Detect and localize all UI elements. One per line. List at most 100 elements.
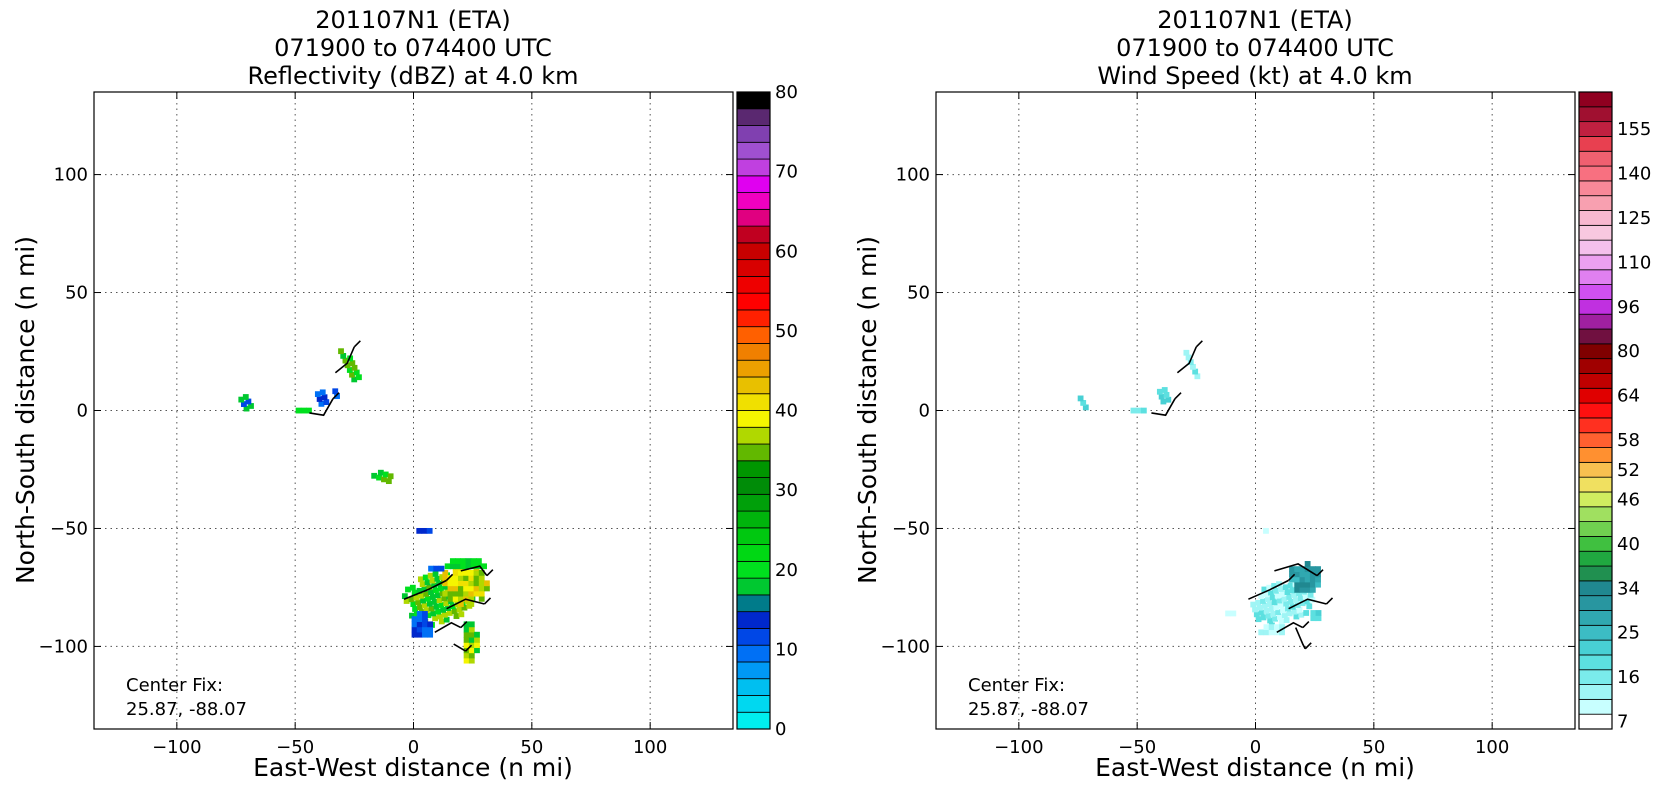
colorbar-tick-label: 0 xyxy=(775,719,786,740)
wind-barb-flag xyxy=(332,392,340,400)
echo-cell xyxy=(1260,614,1267,621)
reflectivity-title-line-2: 071900 to 074400 UTC xyxy=(274,34,552,62)
colorbar-swatch xyxy=(1578,476,1613,493)
echo-cell xyxy=(465,563,472,570)
echo-cell xyxy=(1284,589,1291,596)
echo-cell xyxy=(425,595,431,602)
reflectivity-y-axis-label: North-South distance (n mi) xyxy=(11,236,40,584)
echo-cell xyxy=(1289,571,1295,578)
echo-cell xyxy=(376,474,382,481)
colorbar-tick-label: 70 xyxy=(775,162,798,183)
colorbar-swatch xyxy=(1578,387,1613,404)
echo-cell xyxy=(478,595,485,602)
echo-cell xyxy=(1261,586,1268,593)
echo-cell xyxy=(446,610,453,616)
wind-wind-barbs xyxy=(1151,340,1334,650)
echo-cell xyxy=(1271,599,1278,606)
echo-cell xyxy=(463,621,470,628)
wind-barb xyxy=(1151,398,1176,417)
echo-cell xyxy=(1266,601,1273,608)
colorbar-swatch xyxy=(1578,447,1613,463)
echo-cell xyxy=(442,575,449,581)
echo-cell xyxy=(427,626,434,633)
echo-cell xyxy=(422,621,428,628)
echo-cell xyxy=(1279,629,1285,636)
wind-barb xyxy=(460,565,488,577)
colorbar-swatch xyxy=(1578,580,1613,597)
echo-cell xyxy=(1130,407,1137,414)
wind-y-axis-label: North-South distance (n mi) xyxy=(853,236,882,584)
colorbar-swatch xyxy=(736,460,771,478)
echo-cell xyxy=(447,595,454,602)
wind-barb-flag xyxy=(1288,573,1296,581)
colorbar-swatch xyxy=(1578,239,1613,256)
echo-cell xyxy=(478,575,485,581)
colorbar-tick-label: 52 xyxy=(1617,460,1640,481)
echo-cell xyxy=(1082,404,1089,411)
colorbar-swatch xyxy=(736,393,771,411)
x-tick-label: −50 xyxy=(1118,737,1156,758)
wind-x-ticks: −100 −50 0 50 100 xyxy=(994,92,1509,758)
echo-cell xyxy=(1289,566,1295,573)
wind-barb-flag xyxy=(1302,620,1310,629)
echo-cell xyxy=(1304,561,1311,567)
x-tick-label: 50 xyxy=(520,737,543,758)
wind-barb-flag xyxy=(1174,392,1182,400)
reflectivity-colorbar: 0 10 20 30 40 50 60 70 80 xyxy=(736,82,798,740)
echo-cell xyxy=(410,601,417,608)
echo-cell xyxy=(478,569,485,576)
colorbar-swatch xyxy=(1578,298,1613,315)
echo-cell xyxy=(1294,586,1301,593)
echo-cell xyxy=(416,611,423,617)
echo-cell xyxy=(451,608,458,615)
echo-cell xyxy=(1270,610,1277,617)
echo-cell xyxy=(434,575,441,582)
echo-cell xyxy=(438,618,445,625)
echo-cell xyxy=(463,585,470,592)
echo-cell xyxy=(1230,610,1237,617)
echo-cell xyxy=(1183,349,1190,356)
echo-cell xyxy=(1273,587,1279,594)
echo-cell xyxy=(473,569,480,576)
reflectivity-title-line-3: Reflectivity (dBZ) at 4.0 km xyxy=(248,62,579,90)
echo-cell xyxy=(457,575,464,581)
colorbar-tick-label: 46 xyxy=(1617,489,1640,510)
echo-cell xyxy=(334,393,340,400)
colorbar-tick-label: 25 xyxy=(1617,623,1640,644)
echo-cell xyxy=(457,585,464,592)
echo-cell xyxy=(437,613,443,620)
colorbar-swatch xyxy=(736,225,771,244)
colorbar-swatch xyxy=(736,141,771,160)
wind-barb xyxy=(403,579,447,600)
echo-cell xyxy=(475,558,482,564)
echo-cell xyxy=(432,615,439,622)
echo-cell xyxy=(455,558,461,564)
wind-barb xyxy=(446,598,485,610)
echo-cell xyxy=(463,657,470,664)
echo-cell xyxy=(1273,604,1280,611)
echo-cell xyxy=(1289,587,1296,594)
colorbar-swatch xyxy=(736,577,771,596)
echo-cell xyxy=(468,621,475,628)
echo-cell xyxy=(1299,581,1306,588)
echo-cell xyxy=(1281,595,1288,602)
colorbar-swatch xyxy=(736,695,771,713)
echo-cell xyxy=(377,469,384,476)
echo-cell xyxy=(463,636,470,643)
echo-cell xyxy=(421,586,428,592)
echo-cell xyxy=(422,626,428,633)
echo-cell xyxy=(1268,606,1275,612)
echo-cell xyxy=(1165,396,1172,403)
echo-cell xyxy=(1190,363,1196,370)
colorbar-swatch xyxy=(736,242,771,261)
colorbar-swatch xyxy=(1578,669,1613,685)
echo-cell xyxy=(1280,607,1286,614)
reflectivity-wind-barbs xyxy=(309,340,494,652)
echo-cell xyxy=(1258,593,1265,600)
wind-barb xyxy=(1274,563,1318,577)
echo-cell xyxy=(1156,388,1163,395)
echo-cell xyxy=(416,631,423,638)
echo-cell xyxy=(425,612,432,619)
colorbar-swatch xyxy=(736,359,771,378)
echo-cell xyxy=(416,621,423,628)
